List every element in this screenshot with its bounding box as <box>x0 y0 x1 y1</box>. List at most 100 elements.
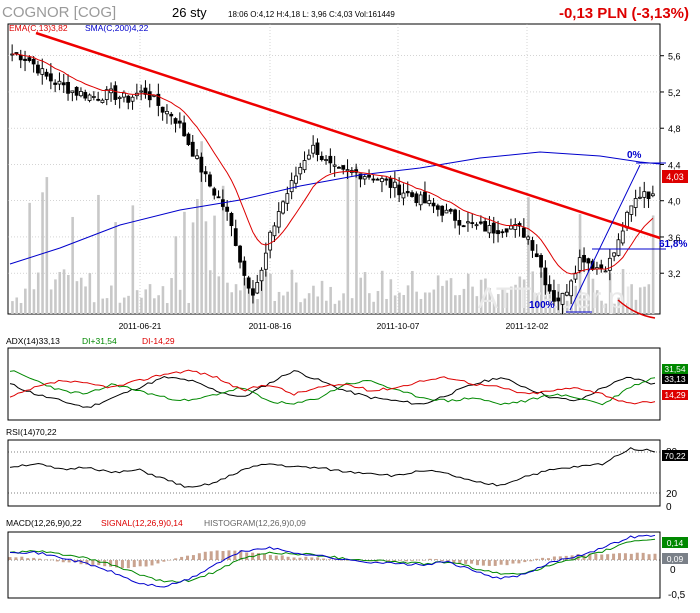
volume-bar <box>183 211 186 314</box>
candle-body <box>569 280 574 297</box>
histogram-bar <box>653 553 657 560</box>
volume-bar <box>200 141 203 314</box>
histogram-bar <box>120 560 124 568</box>
histogram-bar <box>316 557 320 560</box>
candle-body <box>165 110 169 115</box>
volume-bar <box>527 197 530 314</box>
rsi-panel: RSI(14)70,22 80 70,22 20 0 <box>6 427 688 513</box>
candle-body <box>504 228 509 233</box>
histogram-bar <box>233 550 237 560</box>
volume-bar <box>565 300 569 314</box>
candle-body <box>18 54 23 61</box>
candle-body <box>53 82 58 85</box>
volume-bar <box>208 270 212 314</box>
histogram-bar <box>517 560 521 564</box>
fib-100-label: 100% <box>529 300 555 311</box>
adx-title-label: ADX(14) <box>6 336 39 346</box>
histogram-bar <box>203 551 207 560</box>
candle-body <box>414 193 419 203</box>
candle-body <box>560 292 565 305</box>
candle-body <box>259 269 264 282</box>
volume-bar <box>226 282 229 314</box>
volume-bar <box>346 170 350 314</box>
candle-body <box>470 222 475 224</box>
candle-body <box>633 198 638 208</box>
volume-bar <box>165 303 169 314</box>
histogram-bar <box>26 558 30 560</box>
volume-bar <box>75 281 79 314</box>
signal-value-box <box>662 537 688 548</box>
candle-body <box>27 57 32 61</box>
volume-bar <box>514 284 517 314</box>
volume-bar <box>118 302 122 314</box>
candle-body <box>620 230 625 244</box>
volume-bar <box>651 215 655 314</box>
histogram-legend-value: 0,09 <box>289 518 306 528</box>
volume-bar <box>247 285 251 314</box>
candle-body <box>638 196 642 199</box>
macd-title: MACD(12,26,9)0,22 <box>6 518 82 528</box>
histogram-bar <box>328 559 332 560</box>
volume-bar <box>458 295 461 314</box>
candle-body <box>319 155 324 161</box>
candle-body <box>332 164 337 167</box>
histogram-bar <box>635 552 639 560</box>
candle-body <box>212 188 217 196</box>
histogram-bar <box>322 558 326 560</box>
volume-bar <box>67 274 70 314</box>
candle-body <box>375 178 380 181</box>
volume-bar <box>634 299 638 314</box>
candle-body <box>427 200 432 204</box>
candle-body <box>104 89 109 100</box>
candle-body <box>547 284 552 292</box>
histogram-bar <box>245 552 249 560</box>
histogram-bar <box>535 558 539 560</box>
histogram-bar <box>67 560 71 563</box>
candle-body <box>156 93 161 106</box>
histogram-bar <box>8 557 12 560</box>
histogram-bar <box>44 559 48 560</box>
histogram-bar <box>399 560 403 561</box>
histogram-bar <box>103 560 107 567</box>
candle-body <box>392 181 397 189</box>
candle-body <box>401 192 406 199</box>
last-price-label: 4,03 <box>666 172 684 182</box>
rsi-panel-frame <box>7 439 661 507</box>
price-axis: 5,6 5,2 4,8 4,4 4,0 3,6 3,2 <box>660 52 681 279</box>
histogram-bar <box>475 560 479 566</box>
histogram-bar <box>612 553 616 560</box>
volume-bar <box>617 297 621 314</box>
volume-bar <box>621 269 625 314</box>
candle-body <box>586 258 591 264</box>
candle-body <box>405 191 410 194</box>
candle-body <box>582 254 586 263</box>
volume-bar <box>234 284 238 314</box>
histogram-bar <box>428 558 432 560</box>
candle-body <box>496 230 500 235</box>
volume-bar <box>583 295 586 314</box>
histogram-bar <box>209 551 213 560</box>
histogram-bar <box>144 560 148 567</box>
volume-bar <box>329 286 332 314</box>
candle-body <box>44 71 49 77</box>
histogram-bar <box>215 550 219 560</box>
volume-bar <box>79 277 83 314</box>
volume-bar <box>264 271 268 314</box>
volume-bar <box>535 293 539 314</box>
volume-bar <box>406 285 410 314</box>
candle-body <box>474 224 479 227</box>
candle-body <box>371 178 376 181</box>
candle-body <box>509 225 513 230</box>
volume-bar <box>105 298 109 314</box>
volume-bar <box>608 273 612 314</box>
sma200-legend-value: 4,22 <box>132 23 149 33</box>
candle-body <box>91 96 96 98</box>
volume-bar <box>372 301 375 314</box>
volume-bar <box>595 290 599 314</box>
volume-bar <box>630 284 633 314</box>
histogram-bar <box>38 558 42 560</box>
candle-body <box>238 245 242 263</box>
volume-bar <box>638 287 642 314</box>
candle-body <box>40 68 45 75</box>
candle-body <box>195 155 199 159</box>
